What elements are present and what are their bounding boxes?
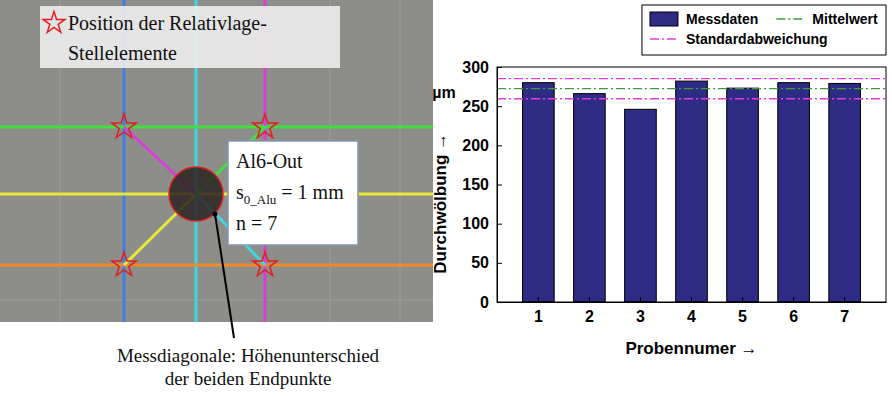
- reference-line: [497, 78, 886, 79]
- info-title: Al6-Out: [236, 150, 303, 172]
- caption: Messdiagonale: Höhenunterschied: [117, 345, 380, 366]
- info-box: [228, 141, 358, 245]
- photo-texture: [0, 300, 433, 301]
- legend-item: Mittelwert: [776, 11, 878, 27]
- photo-panel: Position der Relativlage- Stellelemente Al…: [0, 0, 433, 322]
- bar: [676, 81, 708, 302]
- legend-swatch: [650, 38, 678, 40]
- y-tick: 300: [462, 59, 502, 76]
- info-value: = 1 mm: [276, 181, 344, 203]
- pointer-dot: [213, 212, 218, 217]
- x-tick-label: 6: [789, 308, 798, 325]
- indenter-spot: [169, 167, 223, 221]
- x-tick: 1: [534, 297, 543, 325]
- x-tick: 7: [840, 297, 849, 325]
- x-tick-mark: [589, 297, 590, 302]
- x-tick-mark: [844, 297, 845, 302]
- bar: [727, 88, 759, 302]
- legend-label: Messdaten: [686, 11, 758, 27]
- x-axis-title: Probennumer →: [625, 339, 757, 358]
- x-axis: 1 2 3 4 5 6 7: [498, 297, 887, 325]
- photo-background: [0, 0, 433, 322]
- reference-line: [497, 98, 886, 99]
- y-axis: 0 50 100 150 200 250 300: [462, 59, 502, 311]
- legend-item: Messdaten: [650, 11, 758, 27]
- x-tick-label: 4: [687, 308, 696, 325]
- y-tick-mark: [497, 145, 502, 146]
- marker-legend-text: Position der Relativlage-: [68, 12, 267, 35]
- x-tick-label: 7: [840, 308, 849, 325]
- legend-label: Mittelwert: [812, 11, 878, 27]
- y-tick: 200: [462, 137, 502, 154]
- legend-swatch: [776, 18, 804, 20]
- reference-line: [497, 88, 886, 89]
- x-tick: 3: [636, 297, 645, 325]
- y-tick-label: 250: [462, 98, 489, 115]
- info-symbol: s: [236, 181, 244, 203]
- y-tick: 250: [462, 98, 502, 115]
- y-tick-label: 200: [462, 137, 489, 154]
- y-axis-title: Durchwölbung →: [431, 133, 450, 274]
- caption: der beiden Endpunkte: [165, 368, 332, 389]
- figure: Position der Relativlage- Stellelemente Al…: [0, 0, 892, 397]
- x-tick-label: 3: [636, 308, 645, 325]
- actuator-position: [112, 252, 137, 276]
- legend-label: Standardabweichung: [686, 31, 828, 47]
- y-tick-label: 0: [480, 294, 489, 311]
- info-subscript: 0_Alu: [244, 192, 277, 207]
- measure-line: [0, 126, 433, 129]
- y-tick-mark: [497, 185, 502, 186]
- x-tick: 5: [738, 297, 747, 325]
- legend-box: [642, 5, 886, 55]
- x-tick-mark: [793, 297, 794, 302]
- y-tick-label: 50: [471, 254, 489, 271]
- legend-swatch: [650, 12, 678, 26]
- info-thickness: s0_Alu = 1 mm: [236, 181, 344, 207]
- y-axis-unit: µm: [432, 84, 455, 101]
- x-tick-mark: [640, 297, 641, 302]
- x-tick: 2: [585, 297, 594, 325]
- x-tick-mark: [691, 297, 692, 302]
- y-tick: 150: [462, 176, 502, 193]
- x-tick-label: 2: [585, 308, 594, 325]
- info-count: n = 7: [236, 212, 277, 234]
- y-tick-mark: [497, 263, 502, 264]
- marker-legend-text: Stellelemente: [68, 42, 177, 64]
- legend: Messdaten Mittelwert Standardabweichung: [642, 5, 886, 55]
- plot-marks: [497, 79, 886, 302]
- marker-legend-background: [40, 6, 340, 68]
- bar: [523, 83, 555, 302]
- bar: [574, 94, 606, 302]
- y-tick: 100: [462, 215, 502, 232]
- x-tick-label: 1: [534, 308, 543, 325]
- pointer-line: [215, 214, 234, 338]
- bar: [829, 83, 861, 302]
- marker-legend-symbol: [43, 11, 65, 32]
- y-tick-label: 100: [462, 215, 489, 232]
- bar: [625, 109, 657, 302]
- y-tick-mark: [497, 224, 502, 225]
- legend-item: Standardabweichung: [650, 31, 828, 47]
- x-tick: 6: [789, 297, 798, 325]
- actuator-position: [253, 252, 278, 276]
- y-tick-label: 150: [462, 176, 489, 193]
- photo-texture: [400, 0, 401, 322]
- y-tick-label: 300: [462, 59, 489, 76]
- x-tick: 4: [687, 297, 696, 325]
- actuator-position: [253, 114, 278, 138]
- x-tick-label: 5: [738, 308, 747, 325]
- x-tick-mark: [742, 297, 743, 302]
- plot-frame: [497, 67, 886, 302]
- actuator-position: [112, 114, 137, 138]
- x-tick-mark: [538, 297, 539, 302]
- measure-line: [0, 264, 433, 267]
- bar: [778, 83, 810, 302]
- y-tick-mark: [497, 106, 502, 107]
